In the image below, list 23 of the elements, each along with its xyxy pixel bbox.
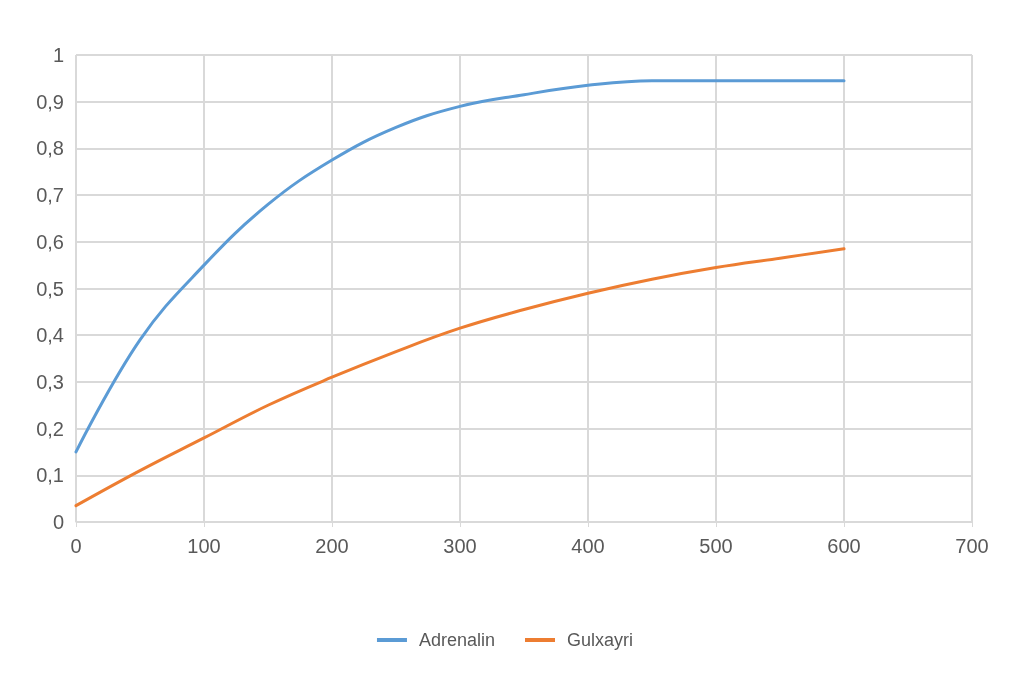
y-tick-label: 0,9	[36, 90, 64, 113]
x-tick-label: 600	[827, 535, 861, 557]
legend-label: Gulxayri	[567, 630, 634, 650]
y-tick-label: 0,6	[36, 230, 64, 253]
y-tick-label: 0,1	[36, 464, 64, 487]
x-tick-label: 0	[70, 535, 82, 557]
y-tick-label: 0,5	[36, 277, 64, 300]
x-tick-label: 100	[187, 535, 221, 557]
y-tick-label: 1	[52, 44, 64, 66]
legend-label: Adrenalin	[418, 630, 496, 650]
line-series	[74, 79, 846, 454]
x-tick-label: 400	[571, 535, 605, 557]
y-tick-label: 0,8	[36, 137, 64, 160]
x-tick-label: 200	[315, 535, 349, 557]
x-tick-label: 700	[955, 535, 989, 557]
y-tick-label: 0,3	[36, 370, 64, 393]
x-tick-label: 300	[443, 535, 477, 557]
y-tick-label: 0,7	[36, 184, 64, 207]
y-tick-label: 0,2	[36, 417, 64, 440]
y-tick-label: 0	[52, 511, 64, 533]
line-series	[74, 247, 846, 508]
y-tick-label: 0,4	[36, 324, 64, 347]
x-tick-label: 500	[699, 535, 733, 557]
